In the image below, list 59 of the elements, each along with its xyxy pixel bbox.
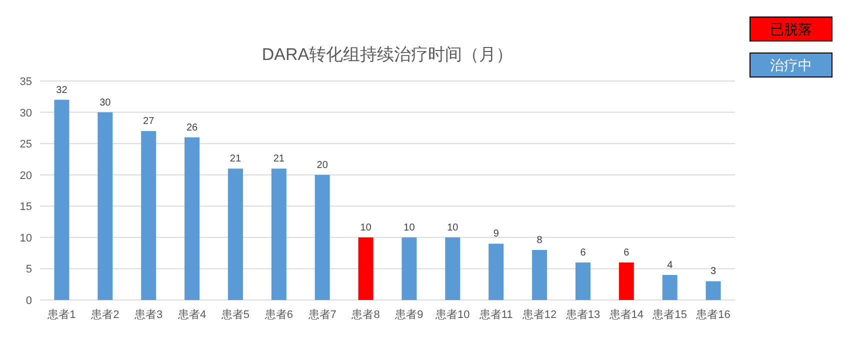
y-tick-label: 20	[20, 170, 32, 182]
data-label: 3	[710, 266, 716, 278]
x-tick-label: 患者7	[307, 308, 336, 321]
data-label: 20	[316, 160, 328, 171]
data-label: 27	[143, 116, 155, 128]
data-label: 8	[536, 234, 543, 246]
data-label: 10	[360, 222, 372, 234]
bar	[271, 168, 286, 300]
bar	[358, 237, 374, 300]
y-tick-label: 0	[26, 295, 32, 307]
x-tick-label: 患者13	[564, 308, 600, 321]
bar	[98, 112, 113, 300]
bar	[184, 137, 200, 300]
data-label: 21	[230, 154, 242, 165]
y-tick-label: 35	[20, 76, 32, 88]
data-label: 30	[100, 97, 112, 108]
x-tick-label: 患者9	[394, 308, 424, 321]
data-label: 4	[667, 260, 674, 271]
bar	[706, 281, 721, 300]
x-tick-label: 患者10	[434, 308, 470, 321]
bar	[575, 262, 590, 300]
data-label: 10	[447, 222, 459, 234]
x-tick-label: 患者5	[220, 308, 250, 321]
data-label: 21	[273, 154, 285, 165]
text: 治疗中	[770, 57, 812, 73]
bar	[618, 262, 634, 300]
bar	[402, 237, 417, 300]
bar	[314, 174, 330, 300]
data-label: 6	[624, 247, 630, 258]
y-tick-label: 5	[26, 264, 32, 276]
x-tick-label: 患者1	[46, 308, 76, 321]
y-tick-label: 15	[20, 201, 32, 214]
x-tick-label: 患者2	[90, 308, 120, 321]
x-tick-label: 患者8	[350, 308, 380, 321]
x-tick-label: 患者4	[176, 308, 206, 321]
x-tick-label: 患者16	[695, 308, 730, 321]
x-tick-label: 患者14	[608, 308, 644, 321]
data-label: 9	[493, 228, 500, 240]
bar	[141, 131, 156, 300]
bar	[228, 168, 243, 300]
data-label: 32	[56, 84, 68, 96]
y-tick-label: 30	[20, 107, 32, 120]
x-tick-label: 患者6	[264, 308, 293, 321]
bar	[662, 274, 678, 300]
bar	[445, 237, 460, 300]
data-label: 6	[580, 247, 586, 258]
chart-title: DARA转化组持续治疗时间（月）	[262, 45, 514, 64]
bar	[54, 100, 70, 300]
data-label: 10	[404, 222, 416, 234]
data-label: 26	[186, 122, 198, 134]
y-tick-label: 10	[20, 232, 32, 244]
x-tick-label: 患者12	[521, 308, 557, 321]
x-tick-label: 患者15	[652, 308, 687, 321]
x-tick-label: 患者11	[478, 308, 513, 321]
x-tick-label: 患者3	[134, 308, 163, 321]
bar	[532, 250, 548, 300]
y-tick-label: 25	[20, 138, 32, 151]
bar	[488, 244, 504, 300]
text: 已脱落	[770, 21, 812, 37]
